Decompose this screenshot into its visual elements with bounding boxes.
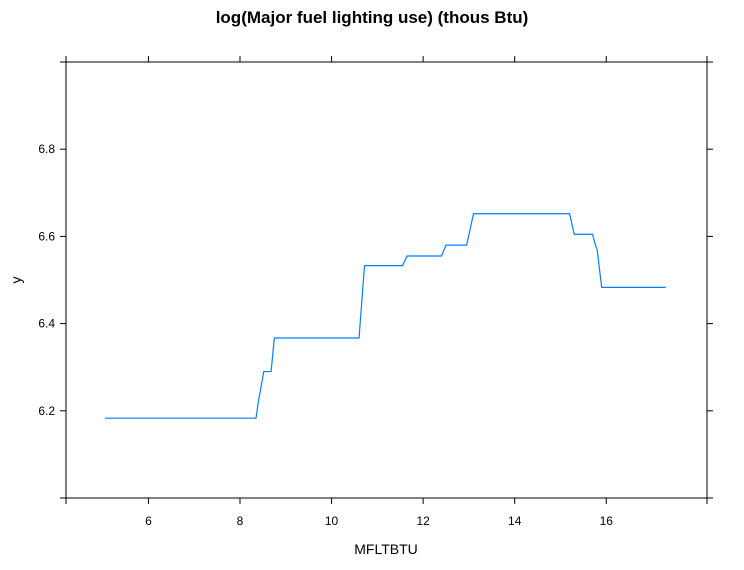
chart-title: log(Major fuel lighting use) (thous Btu) bbox=[216, 8, 529, 27]
x-tick-label: 8 bbox=[237, 514, 244, 528]
y-tick-label: 6.8 bbox=[38, 142, 55, 156]
y-axis-label: y bbox=[8, 277, 24, 284]
x-tick-label: 14 bbox=[508, 514, 522, 528]
x-tick-label: 6 bbox=[145, 514, 152, 528]
y-tick-label: 6.6 bbox=[38, 229, 55, 243]
x-axis-label: MFLTBTU bbox=[354, 541, 418, 557]
plot-frame bbox=[65, 61, 708, 499]
y-tick-label: 6.2 bbox=[38, 404, 55, 418]
series-line bbox=[104, 213, 666, 419]
x-tick-label: 10 bbox=[325, 514, 339, 528]
y-tick-label: 6.4 bbox=[38, 317, 55, 331]
series-group bbox=[104, 213, 666, 419]
x-tick-label: 16 bbox=[600, 514, 614, 528]
x-tick-label: 12 bbox=[416, 514, 430, 528]
axis-ticks bbox=[60, 56, 713, 504]
axis-tick-labels: 6 8 10 12 14 16 6.2 6.4 6.6 6.8 bbox=[38, 142, 613, 528]
